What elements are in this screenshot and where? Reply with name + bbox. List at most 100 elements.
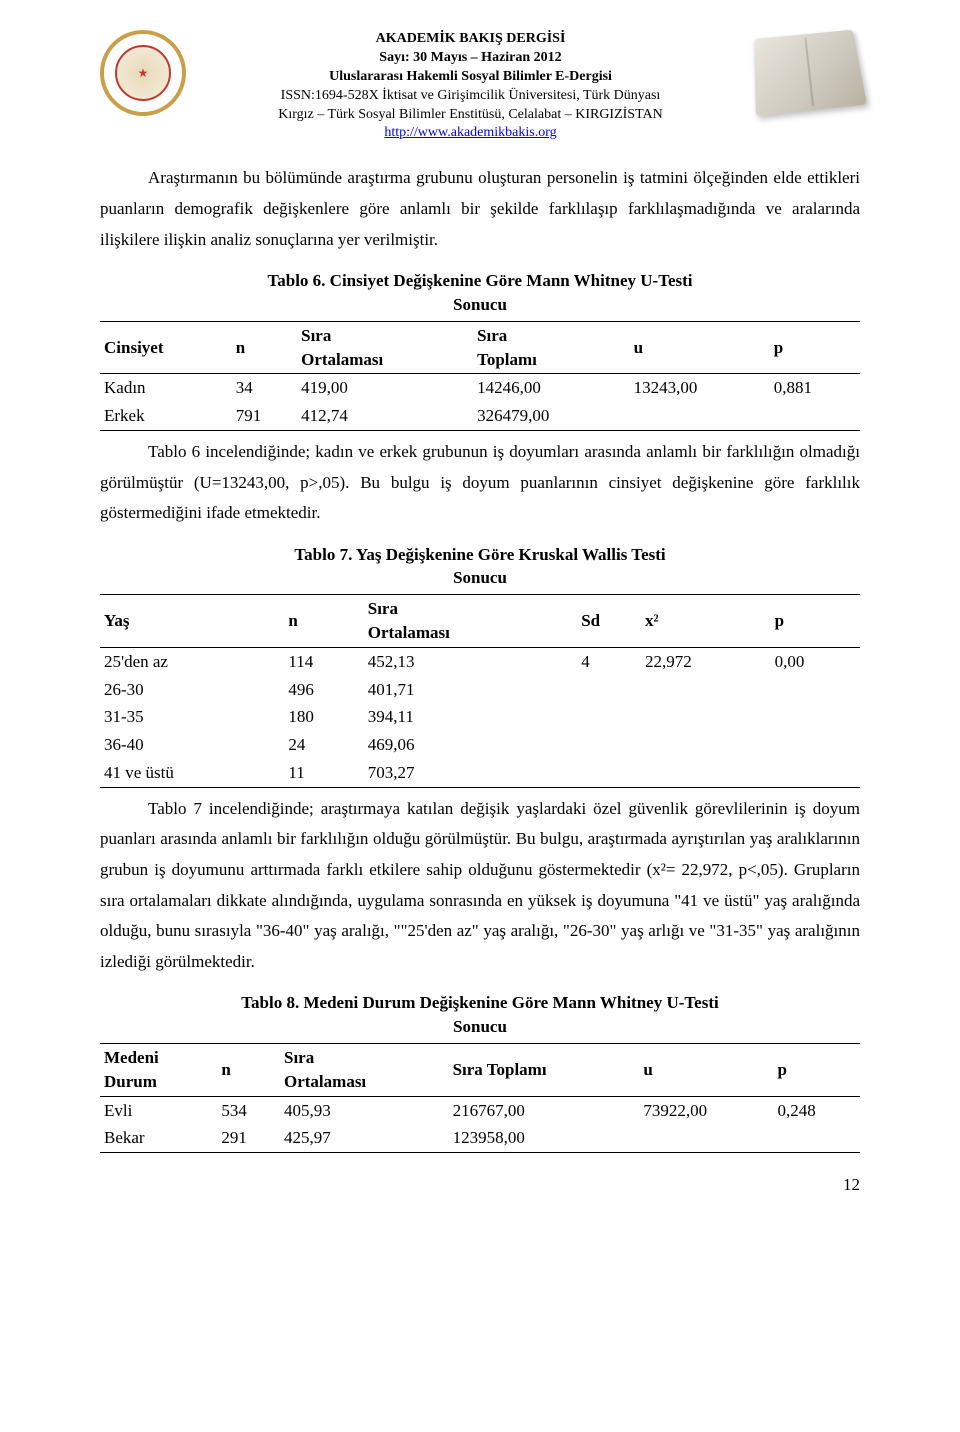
table-header-row: Cinsiyet n Sıra Ortalaması Sıra Toplamı …: [100, 321, 860, 374]
cell: Evli: [100, 1096, 217, 1124]
institute-line: Kırgız – Türk Sosyal Bilimler Enstitüsü,…: [196, 106, 745, 125]
cell: 14246,00: [473, 374, 630, 402]
cell: 0,248: [773, 1096, 860, 1124]
cell: 412,74: [297, 402, 473, 430]
col-n: n: [217, 1044, 280, 1097]
table7-title-line1: Tablo 7. Yaş Değişkenine Göre Kruskal Wa…: [294, 545, 665, 564]
col-sira-ort: Sıra Ortalaması: [297, 321, 473, 374]
col-sira-top-l2: Toplamı: [477, 350, 537, 369]
col-sira-ort-l2: Ortalaması: [284, 1072, 366, 1091]
cell: 13243,00: [630, 374, 770, 402]
cell: 0,00: [771, 647, 860, 675]
issue-line: Sayı: 30 Mayıs – Haziran 2012: [196, 49, 745, 68]
cell: [577, 759, 641, 787]
cell: 41 ve üstü: [100, 759, 284, 787]
issn-line: ISSN:1694-528X İktisat ve Girişimcilik Ü…: [196, 87, 745, 106]
col-u: u: [630, 321, 770, 374]
cell: [641, 676, 771, 704]
col-sira-ort: Sıra Ortalaması: [364, 595, 577, 648]
cell: 216767,00: [449, 1096, 640, 1124]
table7: Yaş n Sıra Ortalaması Sd x² p 25'den az …: [100, 594, 860, 788]
col-n: n: [232, 321, 297, 374]
cell: [771, 703, 860, 731]
col-u: u: [639, 1044, 773, 1097]
cell: 419,00: [297, 374, 473, 402]
cell: 4: [577, 647, 641, 675]
cell: 291: [217, 1124, 280, 1152]
intro-paragraph: Araştırmanın bu bölümünde araştırma grub…: [100, 163, 860, 255]
table7-title: Tablo 7. Yaş Değişkenine Göre Kruskal Wa…: [100, 543, 860, 591]
col-sira-ort-l2: Ortalaması: [368, 623, 450, 642]
col-medeni-l1: Medeni: [104, 1048, 159, 1067]
table-row: 36-40 24 469,06: [100, 731, 860, 759]
table-row: 26-30 496 401,71: [100, 676, 860, 704]
cell: 425,97: [280, 1124, 449, 1152]
table-header-row: Medeni Durum n Sıra Ortalaması Sıra Topl…: [100, 1044, 860, 1097]
cell: 31-35: [100, 703, 284, 731]
col-p: p: [770, 321, 860, 374]
table7-title-line2: Sonucu: [453, 568, 507, 587]
cell: 401,71: [364, 676, 577, 704]
table-row: Kadın 34 419,00 14246,00 13243,00 0,881: [100, 374, 860, 402]
col-sira-ort-l2: Ortalaması: [301, 350, 383, 369]
cell: 452,13: [364, 647, 577, 675]
table-row: 25'den az 114 452,13 4 22,972 0,00: [100, 647, 860, 675]
journal-link[interactable]: http://www.akademikbakis.org: [384, 125, 556, 140]
cell: Kadın: [100, 374, 232, 402]
foundation-logo-icon: ★: [100, 30, 186, 116]
table7-discussion: Tablo 7 incelendiğinde; araştırmaya katı…: [100, 794, 860, 978]
col-n: n: [284, 595, 363, 648]
cell: 25'den az: [100, 647, 284, 675]
col-sira-top: Sıra Toplamı: [473, 321, 630, 374]
col-sd: Sd: [577, 595, 641, 648]
cell: [771, 731, 860, 759]
cell: 26-30: [100, 676, 284, 704]
col-medeni-l2: Durum: [104, 1072, 157, 1091]
cell: 11: [284, 759, 363, 787]
cell: 114: [284, 647, 363, 675]
cell: [641, 731, 771, 759]
col-sira-top: Sıra Toplamı: [449, 1044, 640, 1097]
cell: 703,27: [364, 759, 577, 787]
cell: [630, 402, 770, 430]
open-book-icon: [754, 30, 867, 117]
cell: [577, 676, 641, 704]
cell: [641, 759, 771, 787]
col-sira-ort-l1: Sıra: [368, 599, 398, 618]
cell: 469,06: [364, 731, 577, 759]
cell: 326479,00: [473, 402, 630, 430]
cell: Erkek: [100, 402, 232, 430]
table8-title-line1: Tablo 8. Medeni Durum Değişkenine Göre M…: [241, 993, 718, 1012]
table8: Medeni Durum n Sıra Ortalaması Sıra Topl…: [100, 1043, 860, 1153]
col-yas: Yaş: [100, 595, 284, 648]
table6-title-line1: Tablo 6. Cinsiyet Değişkenine Göre Mann …: [267, 271, 692, 290]
cell: [641, 703, 771, 731]
table6-discussion: Tablo 6 incelendiğinde; kadın ve erkek g…: [100, 437, 860, 529]
subtitle-line: Uluslararası Hakemli Sosyal Bilimler E-D…: [196, 68, 745, 87]
cell: 534: [217, 1096, 280, 1124]
table6-title-line2: Sonucu: [453, 295, 507, 314]
cell: [639, 1124, 773, 1152]
col-x2: x²: [641, 595, 771, 648]
table-row: Bekar 291 425,97 123958,00: [100, 1124, 860, 1152]
table-row: Evli 534 405,93 216767,00 73922,00 0,248: [100, 1096, 860, 1124]
cell: 24: [284, 731, 363, 759]
table-header-row: Yaş n Sıra Ortalaması Sd x² p: [100, 595, 860, 648]
col-sira-ort-l1: Sıra: [284, 1048, 314, 1067]
cell: [771, 676, 860, 704]
cell: 36-40: [100, 731, 284, 759]
cell: Bekar: [100, 1124, 217, 1152]
table6: Cinsiyet n Sıra Ortalaması Sıra Toplamı …: [100, 321, 860, 431]
table-row: 41 ve üstü 11 703,27: [100, 759, 860, 787]
cell: 34: [232, 374, 297, 402]
table-row: Erkek 791 412,74 326479,00: [100, 402, 860, 430]
right-logo: [755, 30, 860, 110]
table8-title-line2: Sonucu: [453, 1017, 507, 1036]
col-p: p: [773, 1044, 860, 1097]
table6-title: Tablo 6. Cinsiyet Değişkenine Göre Mann …: [100, 269, 860, 317]
col-cinsiyet: Cinsiyet: [100, 321, 232, 374]
left-logo: ★: [100, 30, 186, 116]
page-number: 12: [100, 1173, 860, 1197]
table-row: 31-35 180 394,11: [100, 703, 860, 731]
cell: [771, 759, 860, 787]
